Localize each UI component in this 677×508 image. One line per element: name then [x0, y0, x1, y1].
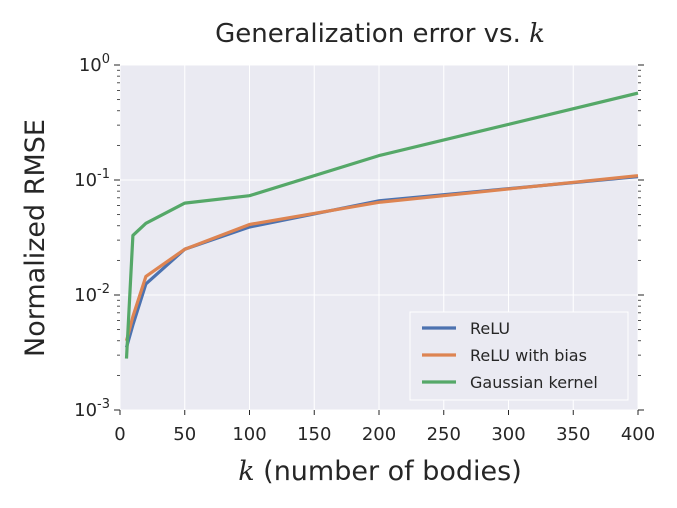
grid-layer — [119, 64, 639, 411]
legend-items: ReLU ReLU with bias Gaussian kernel — [422, 319, 598, 392]
series-line-1 — [124, 174, 639, 342]
y-tick-base: 10 — [74, 285, 97, 306]
x-axis-label-text: (number of bodies) — [255, 456, 522, 487]
y-tick-exponent: -1 — [97, 167, 110, 182]
legend-label-1: ReLU with bias — [470, 346, 587, 365]
y-tick-exponent: -2 — [97, 282, 110, 297]
y-tick-label: 10-3 — [74, 397, 110, 421]
chart-title-text: Generalization error vs. — [215, 19, 529, 49]
x-tick-label: 150 — [297, 424, 331, 445]
x-tick-label: 200 — [362, 424, 396, 445]
y-axis-label: Normalized RMSE — [20, 119, 51, 357]
x-axis-label: k (number of bodies) — [238, 456, 522, 487]
y-tick-base: 10 — [79, 55, 102, 76]
x-tick-label: 0 — [114, 424, 125, 445]
y-tick-exponent: 0 — [102, 52, 110, 67]
y-tick-exponent: -3 — [97, 397, 110, 412]
x-tick-label: 50 — [173, 424, 196, 445]
series-layer — [124, 91, 639, 359]
x-axis-label-math: k — [238, 456, 254, 487]
x-tick-label: 400 — [621, 424, 655, 445]
legend-label-2: Gaussian kernel — [470, 373, 598, 392]
y-tick-base: 10 — [74, 170, 97, 191]
x-tick-label: 300 — [491, 424, 525, 445]
y-tick-base: 10 — [74, 400, 97, 421]
series-line-2 — [124, 91, 639, 359]
chart-title: Generalization error vs. k — [215, 19, 545, 49]
legend: ReLU ReLU with bias Gaussian kernel — [409, 311, 629, 401]
x-tick-label: 350 — [556, 424, 590, 445]
y-tick-label: 10-1 — [74, 167, 110, 191]
chart-title-math: k — [529, 19, 545, 49]
y-tick-label: 100 — [79, 52, 110, 76]
x-tick-label: 100 — [232, 424, 266, 445]
x-tick-label: 250 — [427, 424, 461, 445]
legend-label-0: ReLU — [470, 319, 510, 338]
y-tick-label: 10-2 — [74, 282, 110, 306]
